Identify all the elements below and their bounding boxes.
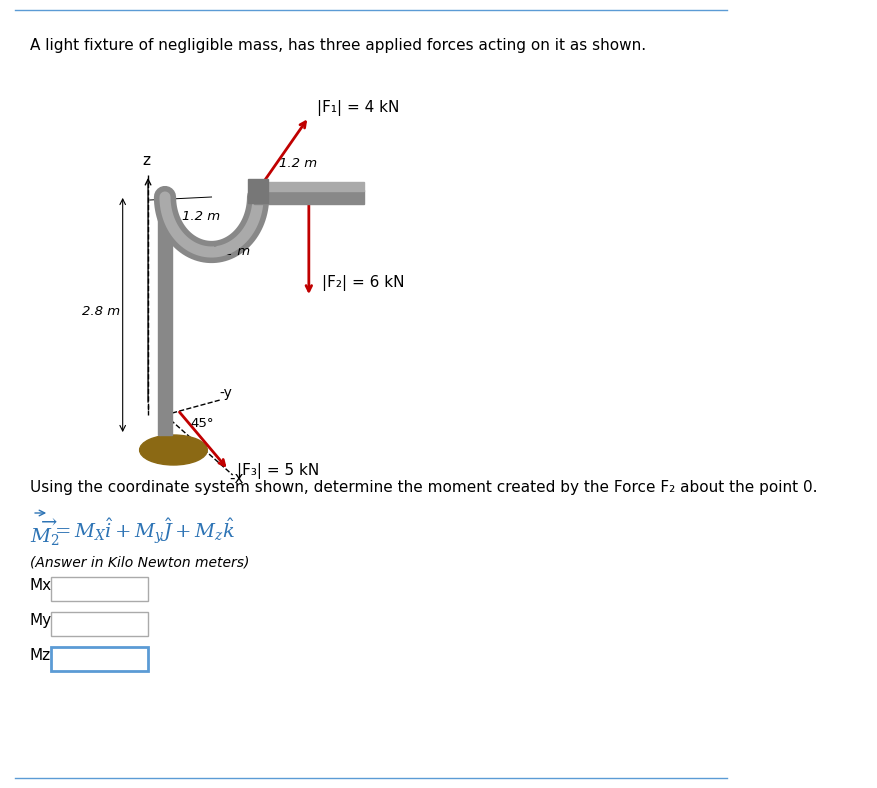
Text: (Answer in Kilo Newton meters): (Answer in Kilo Newton meters) xyxy=(30,555,249,569)
FancyBboxPatch shape xyxy=(51,647,148,671)
Text: |F₃| = 5 kN: |F₃| = 5 kN xyxy=(237,463,319,479)
Text: z: z xyxy=(142,153,150,168)
Text: My: My xyxy=(30,614,52,629)
Text: $\overrightarrow{M_2}$: $\overrightarrow{M_2}$ xyxy=(30,517,59,548)
Text: Choose...: Choose... xyxy=(58,614,122,628)
Text: 45°: 45° xyxy=(190,417,214,430)
Text: Using the coordinate system shown, determine the moment created by the Force F₂ : Using the coordinate system shown, deter… xyxy=(30,480,817,495)
Text: Mx: Mx xyxy=(30,578,52,593)
Text: Mz: Mz xyxy=(30,649,51,663)
Text: 1.2 m: 1.2 m xyxy=(182,210,220,223)
Text: Choose...: Choose... xyxy=(58,579,122,593)
Text: |F₁| = 4 kN: |F₁| = 4 kN xyxy=(317,100,400,116)
Bar xyxy=(158,195,172,435)
Text: 2.8 m: 2.8 m xyxy=(82,305,121,318)
Bar xyxy=(253,190,364,204)
Text: |F₂| = 6 kN: |F₂| = 6 kN xyxy=(322,275,404,291)
Text: 1.2 m: 1.2 m xyxy=(211,245,250,258)
Text: ⬗: ⬗ xyxy=(136,651,145,661)
Bar xyxy=(253,182,364,191)
Text: A light fixture of negligible mass, has three applied forces acting on it as sho: A light fixture of negligible mass, has … xyxy=(30,38,645,53)
Text: 1.2 m: 1.2 m xyxy=(279,157,317,170)
Text: -x: -x xyxy=(230,471,244,486)
Text: $= M_X\hat{i} + M_y\hat{J} + M_z\hat{k}$: $= M_X\hat{i} + M_y\hat{J} + M_z\hat{k}$ xyxy=(51,517,235,547)
Text: -y: -y xyxy=(219,386,232,400)
Ellipse shape xyxy=(139,435,207,465)
Text: Choose...: Choose... xyxy=(58,649,122,663)
Bar xyxy=(248,179,268,203)
Text: ⬗: ⬗ xyxy=(136,616,145,626)
Text: ⬗: ⬗ xyxy=(136,581,145,591)
FancyBboxPatch shape xyxy=(51,612,148,636)
FancyBboxPatch shape xyxy=(51,577,148,601)
